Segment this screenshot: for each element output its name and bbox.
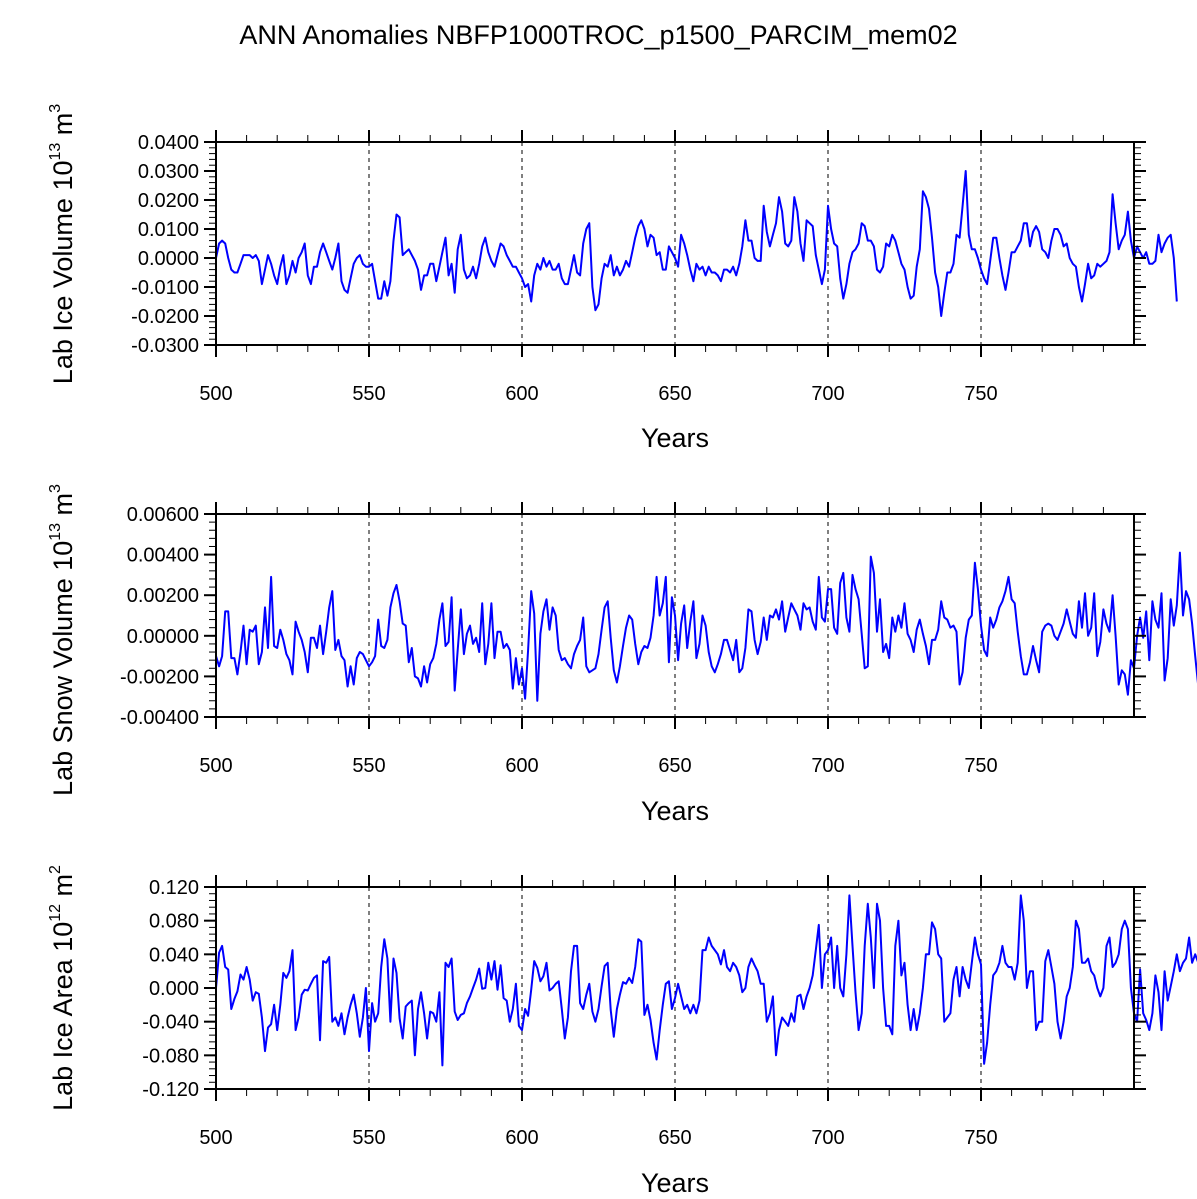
- x-tick-label: 650: [658, 1127, 691, 1149]
- x-tick-label: 550: [352, 755, 385, 777]
- y-axis-title-exponent: 12: [47, 904, 64, 922]
- y-tick-label: -0.120: [142, 1079, 199, 1101]
- x-tick-label: 600: [505, 383, 538, 405]
- y-tick-label: 0.0200: [138, 190, 199, 212]
- panel-3: 500 550 600 650 700 750 Years 0.120 0.080 0.040 0.…: [47, 865, 1197, 1198]
- y-tick-label: 0.0000: [138, 248, 199, 270]
- x-tick-label: 550: [352, 383, 385, 405]
- x-tick-label: 750: [964, 755, 997, 777]
- panel-2: 500 550 600 650 700 750 Years 0.00600 0.00400 0.0…: [47, 484, 1197, 826]
- x-axis-title: Years: [641, 796, 709, 826]
- y-axis-title-unit-exponent: 3: [47, 484, 64, 493]
- x-tick-label: 600: [505, 1127, 538, 1149]
- x-tick-label: 650: [658, 755, 691, 777]
- y-tick-label: 0.00000: [127, 626, 199, 648]
- series-line: [215, 551, 1197, 702]
- y-tick-label: -0.00200: [120, 666, 199, 688]
- y-axis-title: Lab Ice Area 1012 m2: [47, 865, 78, 1111]
- y-axis-title-exponent: 13: [47, 143, 64, 161]
- y-tick-label: 0.00200: [127, 585, 199, 607]
- y-axis-title: Lab Snow Volume 1013 m3: [47, 484, 78, 796]
- y-tick-label: 0.080: [149, 911, 199, 933]
- y-tick-label: 0.0100: [138, 219, 199, 241]
- x-tick-label: 500: [199, 383, 232, 405]
- x-tick-label: 600: [505, 755, 538, 777]
- y-axis-title-unit-exponent: 3: [47, 104, 64, 113]
- x-tick-label: 750: [964, 383, 997, 405]
- x-tick-label: 650: [658, 383, 691, 405]
- y-axis-title-unit: m: [48, 874, 78, 904]
- y-axis-title-unit: m: [48, 113, 78, 143]
- x-tick-label: 550: [352, 1127, 385, 1149]
- x-tick-label: 700: [811, 383, 844, 405]
- series-line: [215, 894, 1197, 1067]
- y-axis-title-main: Lab Ice Volume 10: [48, 161, 78, 385]
- y-axis-title: Lab Ice Volume 1013 m3: [47, 104, 78, 384]
- y-tick-label: 0.0300: [138, 161, 199, 183]
- x-axis-title: Years: [641, 1168, 709, 1198]
- x-tick-label: 500: [199, 755, 232, 777]
- y-tick-label: 0.040: [149, 944, 199, 966]
- y-tick-label: 0.00400: [127, 545, 199, 567]
- y-axis-title-main: Lab Snow Volume 10: [48, 541, 78, 796]
- y-tick-label: 0.00600: [127, 504, 199, 526]
- y-tick-label: -0.0300: [131, 335, 199, 357]
- series-line: [215, 170, 1178, 317]
- panel-1: 500 550 600 650 700 750 Years 0.0400 0.0300 0.020…: [47, 104, 1178, 453]
- x-tick-label: 700: [811, 755, 844, 777]
- y-tick-label: 0.0400: [138, 132, 199, 154]
- y-tick-label: 0.120: [149, 877, 199, 899]
- y-tick-label: -0.0200: [131, 306, 199, 328]
- x-tick-label: 700: [811, 1127, 844, 1149]
- y-axis-title-unit-exponent: 2: [47, 865, 64, 874]
- y-tick-label: -0.0100: [131, 277, 199, 299]
- y-axis-title-unit: m: [48, 493, 78, 523]
- y-tick-label: 0.000: [149, 978, 199, 1000]
- y-tick-label: -0.080: [142, 1045, 199, 1067]
- chart-title: ANN Anomalies NBFP1000TROC_p1500_PARCIM_…: [239, 20, 958, 50]
- x-tick-label: 750: [964, 1127, 997, 1149]
- y-tick-label: -0.00400: [120, 707, 199, 729]
- y-tick-label: -0.040: [142, 1012, 199, 1034]
- x-axis-title: Years: [641, 423, 709, 453]
- y-axis-title-main: Lab Ice Area 10: [48, 922, 78, 1111]
- x-tick-label: 500: [199, 1127, 232, 1149]
- y-axis-title-exponent: 13: [47, 523, 64, 541]
